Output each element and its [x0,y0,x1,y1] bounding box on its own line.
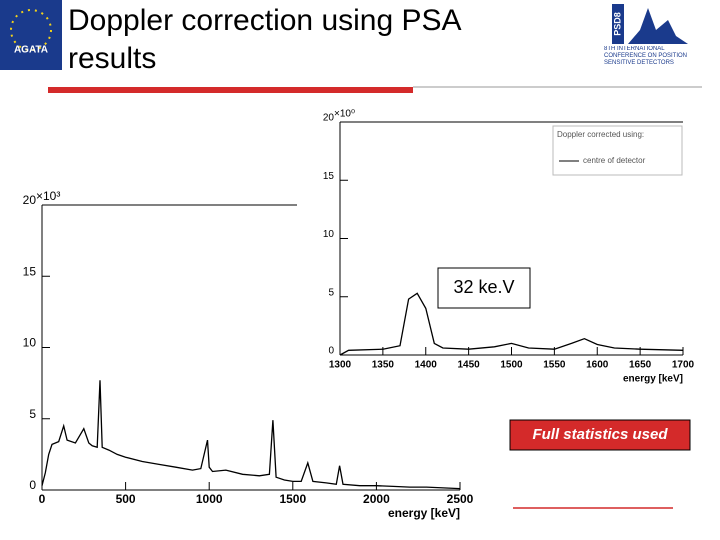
annotation-box [509,419,691,451]
x-tick-label: 1500 [279,492,306,506]
x-tick-label: 1450 [458,360,481,371]
x-tick-label: 1300 [329,360,352,371]
logo-caption: 8TH INTERNATIONAL CONFERENCE ON POSITION… [604,46,688,66]
x-tick-label: 2000 [363,492,390,506]
y-tick-label: 15 [23,264,37,278]
psd-logo-skyline [628,8,688,44]
slide-title: Doppler correction using PSA results [68,4,460,75]
logo-stars [10,9,52,51]
x-tick-label: 1000 [196,492,223,506]
y-tick-label: 5 [29,407,36,421]
spectrum-line [41,380,461,490]
y-tick-label: 20 [23,193,37,207]
y-multiplier: ×10³ [36,189,60,203]
y-multiplier: ×10⁰ [334,109,355,120]
y-tick-label: 10 [323,229,335,240]
agata-logo [0,0,62,70]
x-axis-label: energy [keV] [388,506,460,520]
annotation: Full statistics used [532,426,668,443]
logo-caption-box: 8TH INTERNATIONAL CONFERENCE ON POSITION… [604,46,688,66]
logo-text: PSD8 [612,12,622,36]
legend-label: centre of detector [583,156,646,165]
x-tick-label: 1650 [629,360,652,371]
annotation-box [437,267,531,309]
y-tick-label: 0 [328,346,334,357]
title-underline [48,87,413,93]
x-tick-label: 1600 [586,360,609,371]
y-tick-label: 5 [328,287,334,298]
y-tick-label: 15 [323,171,335,182]
x-tick-label: 500 [116,492,136,506]
y-tick-label: 20 [323,113,335,124]
x-tick-label: 1550 [543,360,566,371]
psd-logo-bar [612,4,624,44]
y-tick-label: 10 [23,336,37,350]
x-tick-label: 2500 [447,492,474,506]
spectrum-line [339,292,684,356]
x-tick-label: 1400 [415,360,438,371]
x-tick-label: 1500 [500,360,523,371]
legend-box [552,125,683,176]
x-tick-label: 0 [39,492,46,506]
logo-text: AGATA [14,45,48,56]
x-tick-label: 1350 [372,360,395,371]
annotation: 32 ke.V [453,277,514,297]
y-tick-label: 0 [29,478,36,492]
x-tick-label: 1700 [672,360,695,371]
x-axis-label: energy [keV] [623,374,683,385]
legend-title: Doppler corrected using: [557,130,644,139]
